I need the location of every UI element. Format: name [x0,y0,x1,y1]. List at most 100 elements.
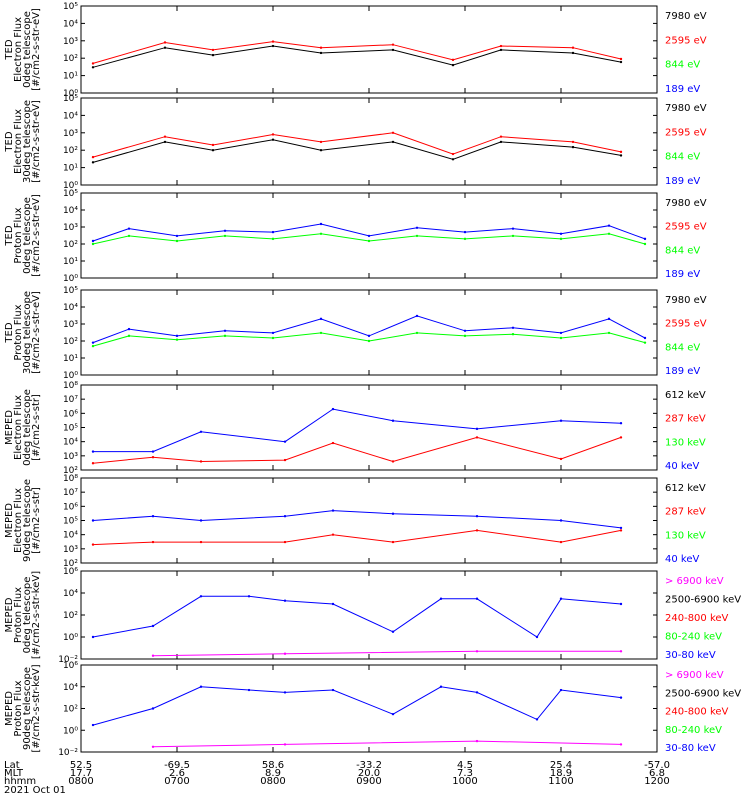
data-point [607,317,611,321]
data-point [619,422,623,425]
data-point [175,234,179,238]
y-tick-label: 10⁵ [63,2,78,12]
legend-entry: 2500-6900 keV [665,595,741,606]
legend-entry: 844 eV [665,60,700,71]
data-point [535,718,539,721]
data-point [643,237,647,241]
legend-entry: > 6900 keV [665,576,724,587]
y-tick-label: 10⁰ [63,633,78,643]
series-line-7980-ev [92,139,622,163]
data-point [247,688,251,692]
y-axis-label: Proton Flux [13,304,24,360]
data-point [499,44,503,48]
data-point [607,232,611,235]
y-tick-label: 10² [63,611,78,621]
x-tick-label-mlt: 2.6 [169,768,185,779]
data-point [511,326,515,329]
y-tick-label: 10⁴ [63,303,78,313]
y-axis-label: [#/cm2-s-str-eV] [31,8,42,91]
data-point [199,595,203,598]
y-tick-label: 10³ [63,37,78,47]
y-axis-label: 90deg telescope [22,667,33,750]
data-point [619,57,623,61]
data-point [319,222,323,226]
data-point [367,239,371,243]
data-point [463,334,467,338]
y-tick-label: 10² [63,54,78,64]
legend-entry: > 6900 keV [665,670,724,681]
x-tick-label-lat: -33.2 [356,760,382,771]
series-line-30-80-kev [92,686,622,726]
x-tick-label-lat: 25.4 [550,760,572,771]
data-point [91,543,95,546]
data-point [391,712,395,716]
data-point [319,46,323,49]
data-point [475,597,479,600]
series-line-2595-ev [92,132,622,158]
data-point [463,329,467,332]
y-tick-label: 10¹ [63,354,78,364]
data-point [211,48,215,52]
data-point [175,338,179,341]
data-point [91,155,95,159]
y-tick-label: 10³ [63,129,78,139]
data-point [463,230,467,234]
data-point [271,336,275,340]
data-point [559,519,563,522]
legend-entry: 2595 eV [665,222,707,233]
data-point [283,540,287,544]
x-tick-label-hhmm: 1000 [452,776,477,787]
y-tick-label: 10⁵ [63,189,78,199]
x-tick-label-hhmm: 0700 [164,776,189,787]
legend-entry: 2595 eV [665,319,707,330]
data-point [643,336,647,340]
data-point [331,509,335,512]
data-point [163,135,167,138]
x-tick-label-mlt: 8.9 [265,768,281,779]
data-point [511,227,515,230]
y-tick-label: 10⁰ [63,89,78,99]
data-point [619,529,623,532]
y-tick-label: 10⁰ [63,181,78,191]
data-point [499,135,503,138]
data-point [643,341,647,344]
y-axis-label: Proton Flux [13,587,24,643]
y-axis-label: [#/cm2-s-str-keV] [31,571,42,659]
data-point [391,48,395,52]
data-point [607,224,611,227]
y-axis-label: Proton Flux [13,207,24,263]
y-tick-label: 10⁰ [63,274,78,284]
legend-entry: 40 keV [665,554,699,565]
data-point [439,685,443,688]
data-point [391,140,395,144]
panel-frame [80,570,658,660]
data-point [151,540,155,544]
legend-entry: 189 eV [665,84,700,95]
y-tick-label: 10⁸ [63,381,78,391]
data-point [163,41,167,44]
data-point [619,150,623,154]
series-line-189-ev [92,315,646,344]
y-tick-label: 10¹ [63,164,78,174]
data-point [391,131,395,134]
y-tick-label: 10⁴ [63,438,78,448]
data-point [127,327,131,331]
data-point [151,654,155,657]
y-tick-label: 10⁴ [63,206,78,216]
x-tick-label-mlt: 18.9 [550,768,572,779]
data-point [559,457,563,461]
x-axis-row-label: hhmm [4,776,36,787]
x-tick-label-lat: -69.5 [164,760,190,771]
data-point [619,696,623,699]
y-tick-label: 10⁴ [63,19,78,29]
data-point [283,458,287,462]
y-tick-label: 10⁴ [63,589,78,599]
data-point [391,460,395,463]
data-point [319,232,323,235]
panel-frame [80,384,658,471]
data-point [619,526,623,530]
data-point [151,707,155,710]
data-point [619,436,623,439]
legend-entry: 189 eV [665,176,700,187]
